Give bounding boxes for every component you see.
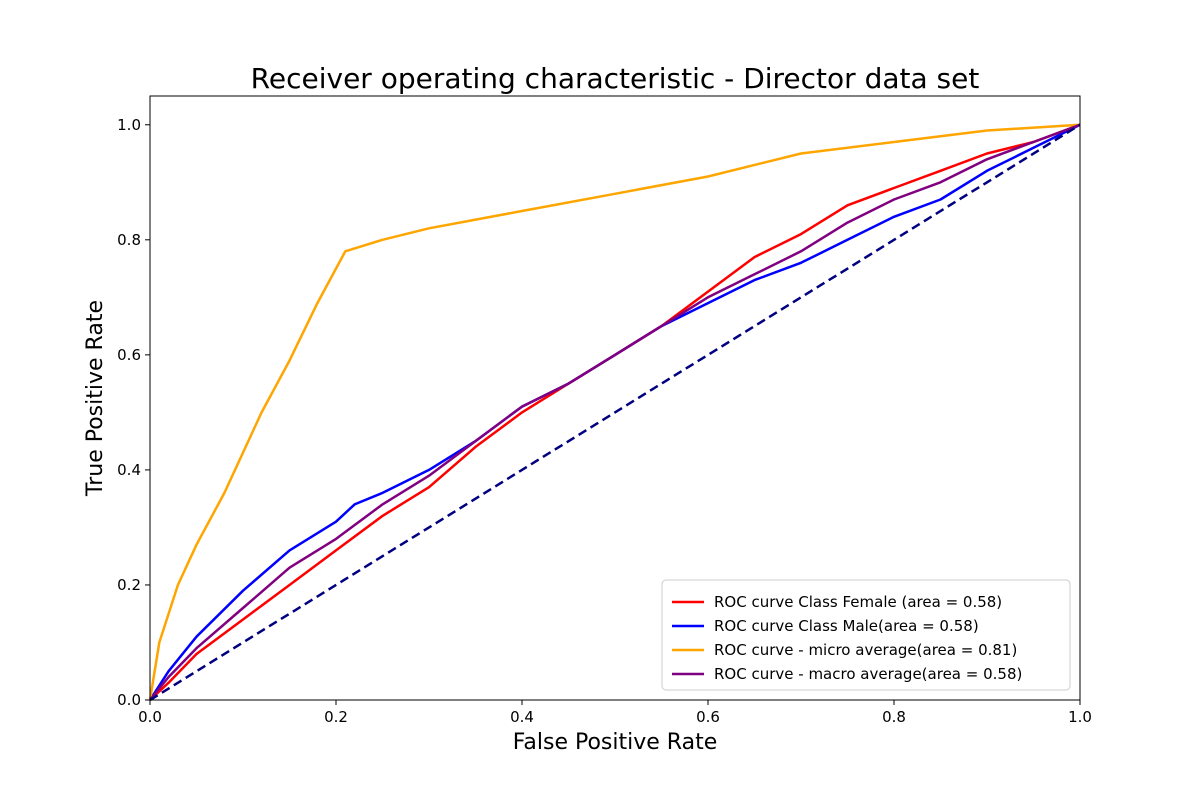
chance-diagonal-line <box>149 123 1081 702</box>
x-tick-label: 0.0 <box>138 708 162 726</box>
legend-entry-label: ROC curve Class Male(area = 0.58) <box>714 617 979 635</box>
series-line-2 <box>148 123 1081 701</box>
legend: ROC curve Class Female (area = 0.58) ROC … <box>661 579 1071 691</box>
y-tick-label: 1.0 <box>117 116 141 134</box>
y-tick-label: 0.0 <box>117 691 141 709</box>
plot-area <box>148 123 1081 702</box>
x-tick-label: 0.8 <box>882 708 906 726</box>
x-tick-label: 1.0 <box>1068 708 1092 726</box>
x-tick-label: 0.6 <box>696 708 720 726</box>
x-axis-ticks: 0.0 0.2 0.4 0.6 0.8 1.0 <box>138 700 1092 726</box>
y-axis-ticks: 0.0 0.2 0.4 0.6 0.8 1.0 <box>117 116 150 709</box>
legend-entry-label: ROC curve Class Female (area = 0.58) <box>714 593 1002 611</box>
x-tick-label: 0.2 <box>324 708 348 726</box>
legend-box <box>661 579 1071 691</box>
x-axis-label: False Positive Rate <box>513 730 717 755</box>
legend-entry-label: ROC curve - macro average(area = 0.58) <box>714 665 1022 683</box>
y-axis-label: True Positive Rate <box>83 300 108 497</box>
x-tick-label: 0.4 <box>510 708 534 726</box>
axes-frame <box>149 95 1081 701</box>
y-tick-label: 0.6 <box>117 346 141 364</box>
legend-entry-label: ROC curve - micro average(area = 0.81) <box>714 641 1017 659</box>
y-tick-label: 0.4 <box>117 461 141 479</box>
chart-title: Receiver operating characteristic - Dire… <box>251 62 980 95</box>
y-tick-label: 0.8 <box>117 231 141 249</box>
series-line-3 <box>149 123 1081 701</box>
y-tick-label: 0.2 <box>117 576 141 594</box>
